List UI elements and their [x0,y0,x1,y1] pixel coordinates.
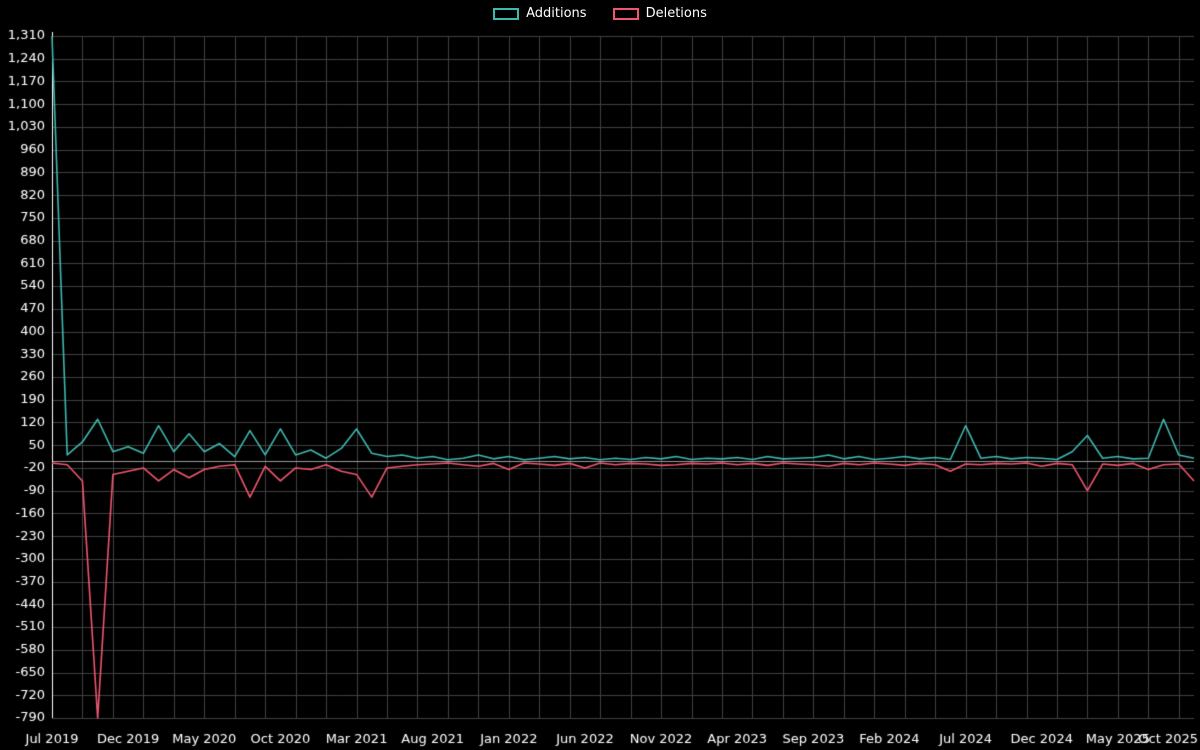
legend-label-deletions: Deletions [645,6,707,21]
deletions-swatch-icon [612,7,639,20]
legend-item-additions[interactable]: Additions [493,6,587,21]
legend-item-deletions[interactable]: Deletions [612,6,707,21]
additions-swatch-icon [493,7,520,20]
chart-legend: Additions Deletions [0,7,1200,20]
legend-label-additions: Additions [526,6,587,21]
